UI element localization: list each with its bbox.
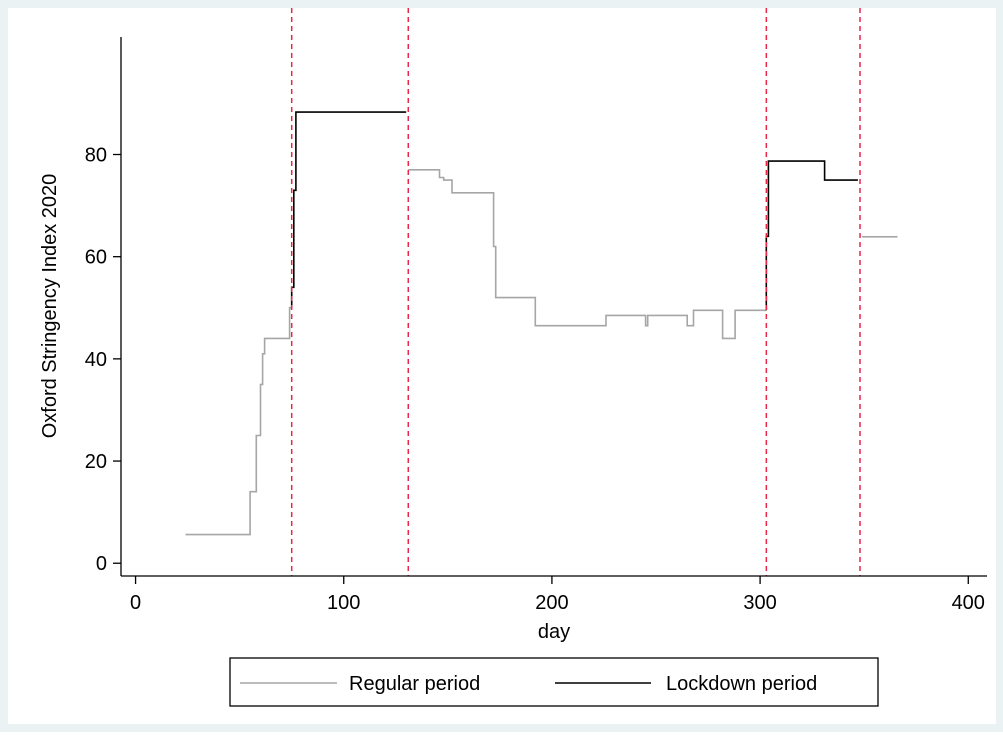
x-tick-label: 300 xyxy=(743,592,776,614)
y-tick-label: 60 xyxy=(85,247,107,269)
legend-regular-label: Regular period xyxy=(349,673,480,695)
x-tick-label: 400 xyxy=(952,592,985,614)
y-ticks: 0 20 40 60 80 xyxy=(85,145,121,575)
legend-box xyxy=(229,657,879,707)
y-tick-label: 40 xyxy=(85,349,107,371)
reference-lines xyxy=(290,8,861,576)
x-axis-label: day xyxy=(538,621,570,643)
plot-background xyxy=(8,8,996,724)
regular-period-line-segment-1 xyxy=(185,307,292,536)
x-tick-label: 0 xyxy=(130,592,141,614)
y-tick-label: 0 xyxy=(96,553,107,575)
y-axis-label: Oxford Stringency Index 2020 xyxy=(39,174,61,439)
y-tick-label: 80 xyxy=(85,145,107,167)
legend-lockdown-label: Lockdown period xyxy=(666,673,817,695)
x-tick-label: 100 xyxy=(327,592,360,614)
x-ticks: 0 100 200 300 400 xyxy=(130,576,985,614)
x-tick-label: 200 xyxy=(535,592,568,614)
axes xyxy=(120,37,987,577)
y-tick-label: 20 xyxy=(85,451,107,473)
legend: Regular period Lockdown period xyxy=(229,657,879,707)
regular-period-line-segment-2 xyxy=(408,169,767,340)
